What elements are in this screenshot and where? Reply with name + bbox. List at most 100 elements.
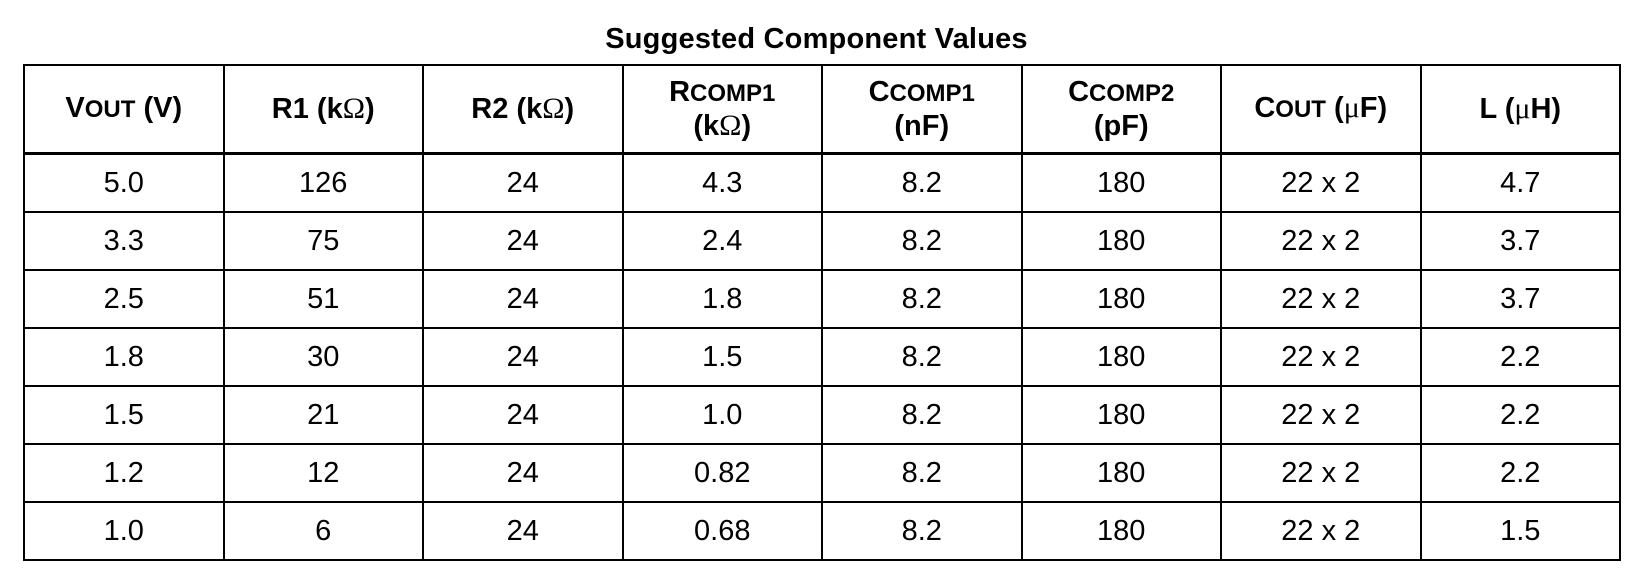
header-line-2: (pF) bbox=[1023, 110, 1221, 142]
cell-vout: 1.5 bbox=[23, 385, 225, 445]
cell-ccomp2: 180 bbox=[1020, 327, 1222, 387]
cell-l: 3.7 bbox=[1419, 269, 1621, 329]
cell-r2: 24 bbox=[422, 501, 624, 561]
cell-ccomp2: 180 bbox=[1020, 385, 1222, 445]
cell-cout: 22 x 2 bbox=[1220, 501, 1422, 561]
cell-ccomp1: 8.2 bbox=[821, 327, 1023, 387]
header-unit-open: ( bbox=[1325, 92, 1344, 124]
header-ccomp1: CCOMP1 (nF) bbox=[821, 64, 1023, 155]
header-main: L bbox=[1479, 93, 1497, 125]
cell-rcomp1: 0.82 bbox=[621, 443, 823, 503]
cell-cout: 22 x 2 bbox=[1220, 152, 1422, 213]
cell-ccomp2: 180 bbox=[1020, 443, 1222, 503]
header-unit-close: ) bbox=[741, 110, 752, 142]
cell-r2: 24 bbox=[422, 385, 624, 445]
table-body: 5.0 126 24 4.3 8.2 180 22 x 2 4.7 3.3 75… bbox=[23, 152, 1621, 561]
cell-rcomp1: 4.3 bbox=[621, 152, 823, 213]
cell-r2: 24 bbox=[422, 152, 624, 213]
header-unit-symbol: Ω bbox=[719, 109, 742, 142]
cell-r1: 75 bbox=[222, 211, 424, 271]
cell-cout: 22 x 2 bbox=[1220, 327, 1422, 387]
cell-l: 1.5 bbox=[1419, 501, 1621, 561]
header-subscript: OUT bbox=[1275, 96, 1326, 123]
header-unit-close: V) bbox=[153, 92, 183, 124]
header-unit-open: ( bbox=[1496, 93, 1515, 125]
cell-rcomp1: 1.0 bbox=[621, 385, 823, 445]
table-row: 1.2 12 24 0.82 8.2 180 22 x 2 2.2 bbox=[23, 443, 1621, 503]
cell-cout: 22 x 2 bbox=[1220, 385, 1422, 445]
header-r2: R2 (kΩ) bbox=[422, 64, 624, 155]
cell-ccomp1: 8.2 bbox=[821, 501, 1023, 561]
header-unit-close: ) bbox=[564, 93, 575, 125]
table-row: 2.5 51 24 1.8 8.2 180 22 x 2 3.7 bbox=[23, 269, 1621, 329]
cell-cout: 22 x 2 bbox=[1220, 443, 1422, 503]
header-line-1: RCOMP1 bbox=[624, 76, 822, 110]
header-unit-open: (k bbox=[693, 110, 720, 142]
header-main: C bbox=[1254, 92, 1276, 124]
cell-vout: 5.0 bbox=[23, 152, 225, 213]
cell-ccomp1: 8.2 bbox=[821, 385, 1023, 445]
table-row: 3.3 75 24 2.4 8.2 180 22 x 2 3.7 bbox=[23, 211, 1621, 271]
cell-rcomp1: 1.5 bbox=[621, 327, 823, 387]
header-line-2: (kΩ) bbox=[624, 109, 822, 143]
cell-ccomp2: 180 bbox=[1020, 269, 1222, 329]
header-unit-close: F) bbox=[1359, 92, 1388, 124]
header-unit-symbol: μ bbox=[1514, 92, 1531, 125]
cell-r1: 30 bbox=[222, 327, 424, 387]
header-vout: VOUT (V) bbox=[23, 64, 225, 155]
cell-r1: 21 bbox=[222, 385, 424, 445]
cell-r1: 51 bbox=[222, 269, 424, 329]
header-unit-open: ( bbox=[135, 92, 154, 124]
header-rcomp1: RCOMP1 (kΩ) bbox=[621, 64, 823, 155]
header-unit-symbol: Ω bbox=[542, 92, 565, 125]
cell-l: 3.7 bbox=[1419, 211, 1621, 271]
header-unit-open: (nF) bbox=[894, 110, 950, 142]
cell-l: 2.2 bbox=[1419, 385, 1621, 445]
header-row: VOUT (V) R1 (kΩ) R2 (kΩ) RCOMP1 (kΩ) CCO… bbox=[23, 64, 1621, 155]
header-r1: R1 (kΩ) bbox=[222, 64, 424, 155]
header-subscript: COMP2 bbox=[1089, 80, 1175, 107]
header-unit-close: H) bbox=[1530, 93, 1562, 125]
header-l: L (μH) bbox=[1419, 64, 1621, 155]
header-main: R bbox=[669, 76, 691, 108]
header-subscript: COMP1 bbox=[889, 80, 975, 107]
cell-r1: 126 bbox=[222, 152, 424, 213]
table-header: VOUT (V) R1 (kΩ) R2 (kΩ) RCOMP1 (kΩ) CCO… bbox=[23, 64, 1621, 155]
table-row: 1.0 6 24 0.68 8.2 180 22 x 2 1.5 bbox=[23, 501, 1621, 561]
cell-ccomp2: 180 bbox=[1020, 152, 1222, 213]
header-unit-symbol: μ bbox=[1343, 91, 1360, 124]
header-cout: COUT (μF) bbox=[1220, 64, 1422, 155]
cell-ccomp1: 8.2 bbox=[821, 211, 1023, 271]
cell-vout: 1.8 bbox=[23, 327, 225, 387]
header-unit-open: (k bbox=[508, 93, 543, 125]
cell-l: 2.2 bbox=[1419, 327, 1621, 387]
cell-vout: 3.3 bbox=[23, 211, 225, 271]
cell-l: 4.7 bbox=[1419, 152, 1621, 213]
cell-r2: 24 bbox=[422, 211, 624, 271]
header-ccomp2: CCOMP2 (pF) bbox=[1020, 64, 1222, 155]
cell-r2: 24 bbox=[422, 327, 624, 387]
table-row: 1.8 30 24 1.5 8.2 180 22 x 2 2.2 bbox=[23, 327, 1621, 387]
cell-cout: 22 x 2 bbox=[1220, 211, 1422, 271]
cell-vout: 1.2 bbox=[23, 443, 225, 503]
cell-ccomp2: 180 bbox=[1020, 211, 1222, 271]
cell-vout: 2.5 bbox=[23, 269, 225, 329]
cell-r1: 12 bbox=[222, 443, 424, 503]
table-row: 1.5 21 24 1.0 8.2 180 22 x 2 2.2 bbox=[23, 385, 1621, 445]
cell-ccomp1: 8.2 bbox=[821, 443, 1023, 503]
cell-vout: 1.0 bbox=[23, 501, 225, 561]
component-values-table: VOUT (V) R1 (kΩ) R2 (kΩ) RCOMP1 (kΩ) CCO… bbox=[23, 64, 1621, 561]
cell-ccomp1: 8.2 bbox=[821, 152, 1023, 213]
cell-ccomp1: 8.2 bbox=[821, 269, 1023, 329]
header-line-1: CCOMP1 bbox=[823, 76, 1021, 110]
cell-rcomp1: 1.8 bbox=[621, 269, 823, 329]
cell-rcomp1: 0.68 bbox=[621, 501, 823, 561]
header-unit-open: (k bbox=[308, 93, 343, 125]
header-line-2: (nF) bbox=[823, 110, 1021, 142]
table-title: Suggested Component Values bbox=[605, 23, 1028, 55]
cell-cout: 22 x 2 bbox=[1220, 269, 1422, 329]
cell-ccomp2: 180 bbox=[1020, 501, 1222, 561]
header-subscript: COMP1 bbox=[690, 80, 776, 107]
header-unit-open: (pF) bbox=[1093, 110, 1149, 142]
header-main: R1 bbox=[271, 93, 309, 125]
